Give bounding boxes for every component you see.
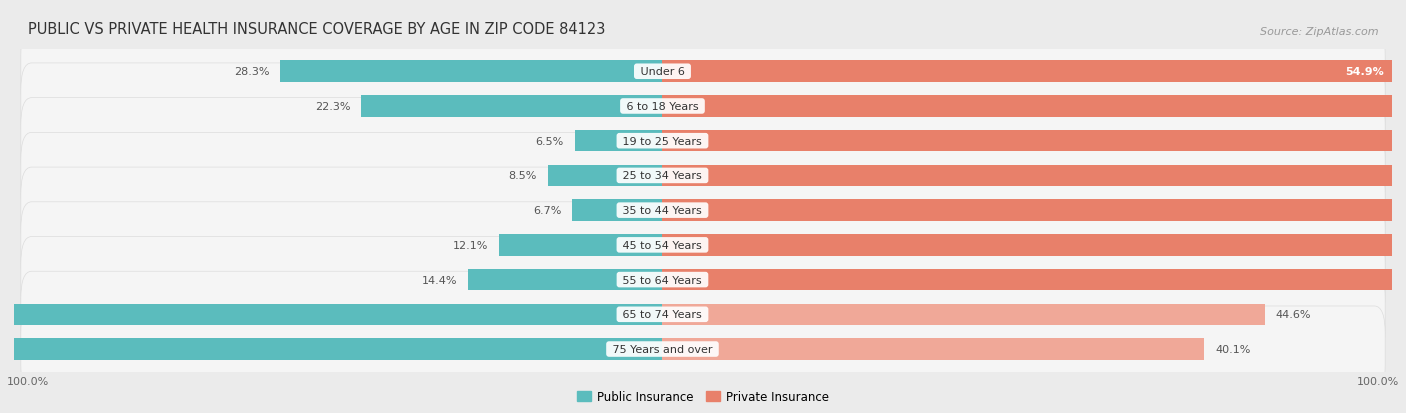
Text: 65 to 74 Years: 65 to 74 Years [620,310,706,320]
Text: 22.3%: 22.3% [315,102,350,112]
Text: 6.7%: 6.7% [533,206,561,216]
FancyBboxPatch shape [21,202,1385,288]
Bar [662,165,1406,187]
FancyBboxPatch shape [21,168,1385,254]
Bar [575,131,662,152]
Text: Under 6: Under 6 [637,67,688,77]
Bar [361,96,662,117]
Text: 6 to 18 Years: 6 to 18 Years [623,102,702,112]
FancyBboxPatch shape [21,64,1385,150]
Bar [0,304,662,325]
Text: 28.3%: 28.3% [233,67,270,77]
Bar [468,269,662,291]
FancyBboxPatch shape [21,133,1385,219]
Text: 14.4%: 14.4% [422,275,457,285]
Bar [662,62,1405,83]
FancyBboxPatch shape [21,237,1385,323]
FancyBboxPatch shape [21,306,1385,392]
Bar [548,165,662,187]
Bar [662,131,1406,152]
Text: 54.9%: 54.9% [1346,67,1384,77]
Bar [280,62,662,83]
Text: 75 Years and over: 75 Years and over [609,344,716,354]
Text: Source: ZipAtlas.com: Source: ZipAtlas.com [1260,27,1378,37]
Text: 25 to 34 Years: 25 to 34 Years [620,171,706,181]
Text: 12.1%: 12.1% [453,240,488,250]
FancyBboxPatch shape [21,272,1385,358]
Text: 8.5%: 8.5% [509,171,537,181]
Text: 6.5%: 6.5% [536,136,564,146]
Bar [0,338,662,360]
Bar [499,235,662,256]
Legend: Public Insurance, Private Insurance: Public Insurance, Private Insurance [572,385,834,408]
FancyBboxPatch shape [21,29,1385,115]
Text: PUBLIC VS PRIVATE HEALTH INSURANCE COVERAGE BY AGE IN ZIP CODE 84123: PUBLIC VS PRIVATE HEALTH INSURANCE COVER… [28,22,605,37]
Bar [662,200,1406,221]
Bar [662,338,1204,360]
Bar [662,96,1406,117]
Bar [662,304,1265,325]
Text: 19 to 25 Years: 19 to 25 Years [620,136,706,146]
Text: 35 to 44 Years: 35 to 44 Years [620,206,706,216]
Text: 55 to 64 Years: 55 to 64 Years [620,275,706,285]
Bar [662,269,1406,291]
Text: 45 to 54 Years: 45 to 54 Years [620,240,706,250]
Bar [662,235,1406,256]
Bar [572,200,662,221]
Text: 44.6%: 44.6% [1275,310,1312,320]
FancyBboxPatch shape [21,98,1385,184]
Text: 40.1%: 40.1% [1215,344,1250,354]
